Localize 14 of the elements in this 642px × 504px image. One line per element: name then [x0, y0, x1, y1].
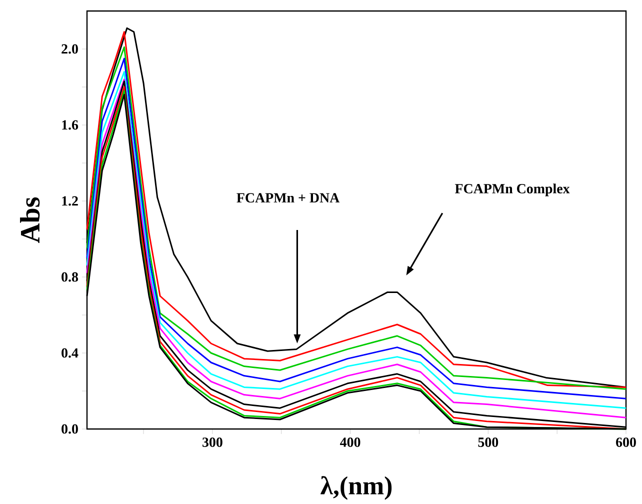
annotation: FCAPMn Complex: [454, 184, 570, 196]
y-tick-label: 1.6: [62, 120, 78, 130]
annotation: FCAPMn + DNA: [236, 193, 340, 203]
y-tick-label: 0.8: [62, 272, 78, 282]
x-axis-title: λ,(nm): [320, 476, 392, 500]
x-tick-label: 400: [340, 438, 360, 447]
x-tick-label: 500: [478, 438, 498, 447]
y-tick-label: 1.2: [62, 196, 78, 206]
y-axis-title: Abs: [20, 197, 40, 243]
y-tick-label: 0.0: [62, 424, 78, 434]
x-tick-label: 600: [616, 438, 636, 447]
y-tick-label: 0.4: [62, 348, 78, 358]
y-tick-label: 2.0: [62, 44, 78, 54]
x-tick-label: 300: [202, 438, 222, 447]
